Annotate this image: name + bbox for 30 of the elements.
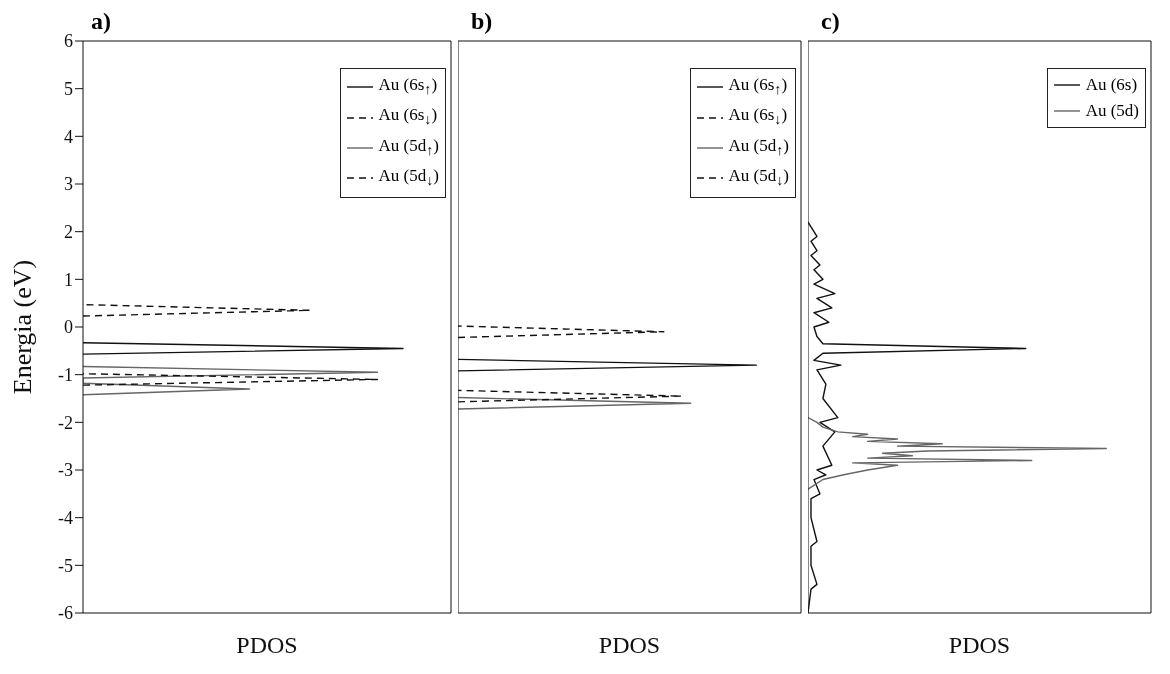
legend-label: Au (5d$_{↓}$) [728, 165, 789, 191]
chart-title: b) [471, 8, 493, 35]
legend-label: Au (5d$_{↑}$) [378, 134, 439, 161]
y-tick-label: -6 [58, 603, 73, 624]
legend-label: Au (5d$_{↓}$) [378, 165, 439, 191]
y-tick-label: -3 [58, 460, 73, 481]
y-tick-label: 1 [64, 269, 73, 290]
y-tick-label: 6 [64, 31, 73, 52]
legend-label: Au (5d$_{↑}$) [728, 134, 789, 161]
legend-label: Au (5d) [1085, 100, 1139, 122]
x-axis-title: PDOS [598, 632, 661, 658]
y-tick-label: -1 [58, 365, 73, 386]
y-tick-label: 5 [64, 79, 73, 100]
y-tick-label: 4 [64, 126, 73, 147]
legend-label: Au (6s$_{↑}$) [728, 74, 788, 100]
y-tick-label: -4 [58, 508, 73, 529]
x-axis-title: PDOS [948, 632, 1011, 658]
y-tick-label: 2 [64, 222, 73, 243]
x-axis-title: PDOS [236, 632, 298, 658]
y-axis-title: Energia (eV) [8, 259, 38, 395]
legend-label: Au (6s$_{↓}$) [728, 104, 788, 130]
legend-label: Au (6s$_{↓}$) [378, 104, 438, 130]
legend-label: Au (6s$_{↑}$) [378, 74, 438, 100]
y-tick-label: -2 [58, 412, 73, 433]
y-tick-label: -5 [58, 555, 73, 576]
y-tick-label: 0 [64, 317, 73, 338]
chart-title: a) [91, 8, 111, 35]
legend-label: Au (6s) [1085, 74, 1138, 96]
chart-title: c) [821, 8, 840, 35]
y-tick-label: 3 [64, 174, 73, 195]
